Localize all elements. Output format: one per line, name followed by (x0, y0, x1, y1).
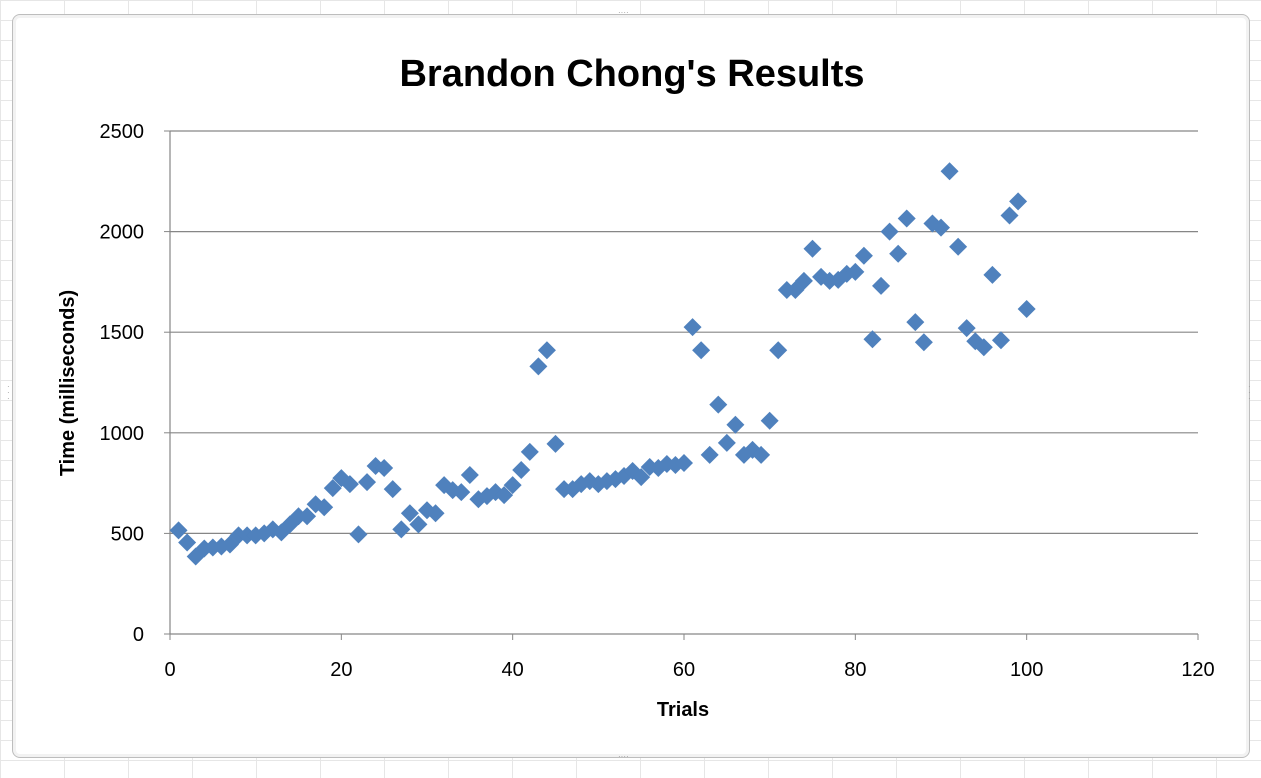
data-point (914, 333, 933, 352)
gridlines (170, 130, 1198, 535)
data-point (974, 338, 993, 357)
data-point (906, 313, 925, 332)
x-tick-label: 80 (844, 659, 866, 681)
data-point (537, 341, 556, 360)
resize-handle-left[interactable]: · · · (7, 382, 10, 403)
data-point (529, 357, 548, 376)
data-point (520, 442, 539, 461)
data-point (726, 415, 745, 434)
y-tick-label: 2000 (100, 222, 145, 244)
data-point (949, 237, 968, 256)
data-point (872, 276, 891, 295)
data-point (983, 265, 1002, 284)
data-point (1009, 192, 1028, 211)
y-tick-label: 0 (133, 624, 144, 646)
data-points (169, 162, 1036, 566)
resize-handle-top[interactable]: ···· (618, 8, 629, 17)
y-tick-label: 1000 (100, 423, 145, 445)
y-tick-label: 500 (111, 523, 144, 545)
axes (169, 131, 1198, 635)
data-point (409, 515, 428, 534)
y-axis-title: Time (milliseconds) (57, 290, 79, 476)
data-point (383, 480, 402, 499)
data-point (169, 521, 188, 540)
x-tick-label: 40 (502, 659, 524, 681)
x-tick-label: 60 (673, 659, 695, 681)
data-point (932, 218, 950, 237)
data-point (358, 473, 377, 492)
data-point (375, 459, 394, 478)
x-tick-label: 120 (1181, 659, 1214, 681)
data-point (752, 445, 771, 464)
data-point (426, 504, 445, 523)
x-axis-title: Trials (657, 699, 709, 721)
data-point (709, 395, 728, 414)
data-point (880, 222, 899, 241)
data-point (503, 476, 522, 495)
data-point (769, 341, 788, 360)
y-tick-label: 1500 (100, 322, 145, 344)
data-point (760, 411, 779, 430)
data-point (495, 486, 514, 505)
data-point (794, 271, 813, 290)
data-point (897, 209, 916, 228)
data-point (846, 262, 865, 281)
data-point (315, 498, 334, 517)
data-point (717, 433, 736, 452)
data-point (340, 475, 359, 494)
x-tick-labels: 0 20 40 60 80 100 120 (164, 634, 1215, 681)
data-point (392, 520, 411, 539)
data-point (957, 319, 976, 338)
data-point (418, 501, 436, 520)
data-point (400, 504, 419, 523)
y-tick-labels: 0 500 1000 1500 2000 2500 (100, 121, 170, 646)
chart-title: Brandon Chong's Results (399, 53, 864, 95)
data-point (460, 466, 479, 485)
resize-handle-bottom[interactable]: ···· (618, 752, 629, 761)
data-point (178, 533, 197, 552)
data-point (298, 507, 317, 526)
data-point (512, 461, 531, 480)
data-point (940, 162, 959, 181)
resize-handle-right[interactable]: · · · (1248, 382, 1251, 403)
data-point (632, 468, 651, 487)
data-point (700, 445, 719, 464)
x-tick-label: 20 (330, 659, 352, 681)
data-point (452, 483, 471, 502)
data-point (323, 479, 342, 498)
data-point (546, 434, 565, 453)
data-point (683, 318, 702, 337)
data-point (854, 246, 873, 265)
x-tick-label: 0 (164, 659, 175, 681)
data-point (692, 341, 711, 360)
data-point (863, 330, 882, 349)
data-point (1000, 206, 1019, 225)
data-point (889, 244, 908, 263)
data-point (675, 453, 693, 472)
data-point (349, 525, 368, 544)
data-point (803, 239, 822, 258)
data-point (1017, 300, 1036, 319)
data-point (991, 331, 1010, 350)
x-tick-label: 100 (1010, 659, 1043, 681)
y-tick-label: 2500 (100, 121, 145, 143)
